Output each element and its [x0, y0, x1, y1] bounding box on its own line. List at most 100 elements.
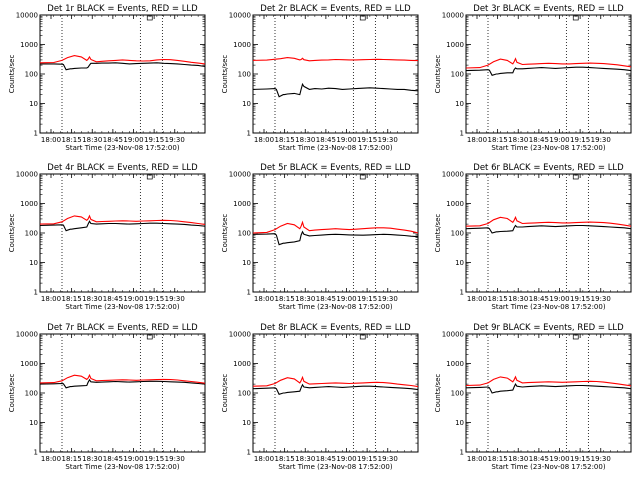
x-tick-label: 18:00 [467, 455, 487, 463]
y-tick-label: 1 [34, 449, 38, 457]
x-tick-label: 18:45 [529, 136, 549, 144]
x-tick-label: 19:00 [549, 455, 569, 463]
x-tick-label: 19:15 [144, 295, 164, 303]
y-axis-label: Counts/sec [434, 214, 442, 253]
x-tick-label: 18:30 [295, 136, 315, 144]
y-tick-label: 10 [242, 419, 251, 427]
x-tick-label: 19:00 [123, 295, 143, 303]
plot-frame [252, 14, 419, 134]
x-tick-label: 19:00 [123, 455, 143, 463]
y-tick-label: 10000 [442, 171, 464, 179]
x-tick-label: 19:15 [570, 295, 590, 303]
series-line-black [40, 220, 205, 232]
series-line-black [466, 382, 631, 394]
x-axis-label: Start Time (23-Nov-08 17:52:00) [491, 463, 605, 471]
plot-frame [39, 14, 206, 134]
plot-frame [465, 333, 632, 453]
chart-title: Det 4r BLACK = Events, RED = LLD [47, 163, 198, 173]
y-tick-label: 1 [460, 289, 464, 297]
y-tick-label: 100 [238, 230, 251, 238]
series-line-red [253, 220, 418, 234]
x-tick-label: 18:15 [275, 295, 295, 303]
plot-frame [39, 173, 206, 293]
y-axis-label: Counts/sec [8, 374, 16, 413]
y-tick-label: 100 [25, 71, 38, 79]
y-tick-label: 1 [247, 130, 251, 138]
x-axis-label: Start Time (23-Nov-08 17:52:00) [65, 463, 179, 471]
chart-title: Det 8r BLACK = Events, RED = LLD [260, 323, 411, 333]
y-tick-label: 1000 [233, 200, 251, 208]
x-axis-label: Start Time (23-Nov-08 17:52:00) [65, 144, 179, 152]
x-tick-label: 18:00 [254, 295, 274, 303]
x-tick-label: 19:15 [144, 455, 164, 463]
x-tick-label: 19:30 [165, 295, 185, 303]
y-tick-label: 10 [455, 100, 464, 108]
x-tick-label: 19:30 [591, 455, 611, 463]
y-tick-label: 1000 [233, 360, 251, 368]
chart-panel-1: Det 1r BLACK = Events, RED = LLD 1 10 100 10… [8, 4, 206, 152]
x-tick-label: 18:15 [62, 455, 82, 463]
x-tick-label: 18:00 [41, 295, 61, 303]
y-tick-label: 10000 [442, 331, 464, 339]
y-axis-label: Counts/sec [221, 214, 229, 253]
x-tick-label: 18:15 [62, 295, 82, 303]
x-axis-label: Start Time (23-Nov-08 17:52:00) [491, 144, 605, 152]
series-line-black [40, 378, 205, 389]
x-tick-label: 18:15 [275, 455, 295, 463]
series-line-black [466, 66, 631, 76]
y-tick-label: 1 [460, 130, 464, 138]
x-tick-label: 19:00 [336, 295, 356, 303]
series-line-black [253, 383, 418, 395]
x-tick-label: 19:15 [357, 455, 377, 463]
chart-panel-9: Det 9r BLACK = Events, RED = LLD 1 10 100 10… [434, 323, 632, 471]
y-tick-label: 100 [25, 230, 38, 238]
chart-title: Det 2r BLACK = Events, RED = LLD [260, 4, 411, 14]
x-tick-label: 18:30 [82, 295, 102, 303]
x-tick-label: 18:30 [295, 455, 315, 463]
y-tick-label: 10000 [229, 12, 251, 20]
x-tick-label: 18:15 [488, 136, 508, 144]
x-axis-label: Start Time (23-Nov-08 17:52:00) [65, 303, 179, 311]
chart-panel-7: Det 7r BLACK = Events, RED = LLD 1 10 100 10… [8, 323, 206, 471]
y-tick-label: 1000 [20, 200, 38, 208]
y-axis-label: Counts/sec [8, 214, 16, 253]
x-tick-label: 18:45 [103, 295, 123, 303]
x-tick-label: 18:15 [488, 455, 508, 463]
y-tick-label: 1 [460, 449, 464, 457]
y-axis-label: Counts/sec [221, 55, 229, 94]
y-tick-label: 1000 [446, 41, 464, 49]
y-tick-label: 1000 [446, 200, 464, 208]
x-tick-label: 18:45 [316, 455, 336, 463]
chart-panel-8: Det 8r BLACK = Events, RED = LLD 1 10 100 10… [221, 323, 419, 471]
series-line-black [40, 62, 205, 71]
y-tick-label: 10 [29, 259, 38, 267]
x-tick-label: 19:00 [123, 136, 143, 144]
y-tick-label: 100 [238, 390, 251, 398]
x-tick-label: 18:30 [508, 136, 528, 144]
x-tick-label: 19:30 [165, 136, 185, 144]
y-tick-label: 10000 [442, 12, 464, 20]
chart-panel-4: Det 4r BLACK = Events, RED = LLD 1 10 100 10… [8, 163, 206, 311]
x-axis-label: Start Time (23-Nov-08 17:52:00) [278, 303, 392, 311]
x-tick-label: 18:45 [316, 295, 336, 303]
x-tick-label: 19:15 [144, 136, 164, 144]
x-tick-label: 19:00 [549, 136, 569, 144]
x-axis-label: Start Time (23-Nov-08 17:52:00) [491, 303, 605, 311]
x-tick-label: 19:30 [378, 136, 398, 144]
plot-frame [465, 14, 632, 134]
chart-panel-5: Det 5r BLACK = Events, RED = LLD 1 10 100 10… [221, 163, 419, 311]
x-tick-label: 18:15 [275, 136, 295, 144]
x-tick-label: 19:30 [591, 136, 611, 144]
x-tick-label: 18:30 [508, 295, 528, 303]
x-tick-label: 18:00 [467, 136, 487, 144]
x-tick-label: 19:00 [336, 455, 356, 463]
y-tick-label: 1 [34, 130, 38, 138]
x-tick-label: 18:15 [488, 295, 508, 303]
series-line-red [40, 373, 205, 384]
x-axis-label: Start Time (23-Nov-08 17:52:00) [278, 144, 392, 152]
y-axis-label: Counts/sec [221, 374, 229, 413]
x-tick-label: 18:15 [62, 136, 82, 144]
x-tick-label: 18:30 [82, 136, 102, 144]
x-tick-label: 18:45 [103, 455, 123, 463]
